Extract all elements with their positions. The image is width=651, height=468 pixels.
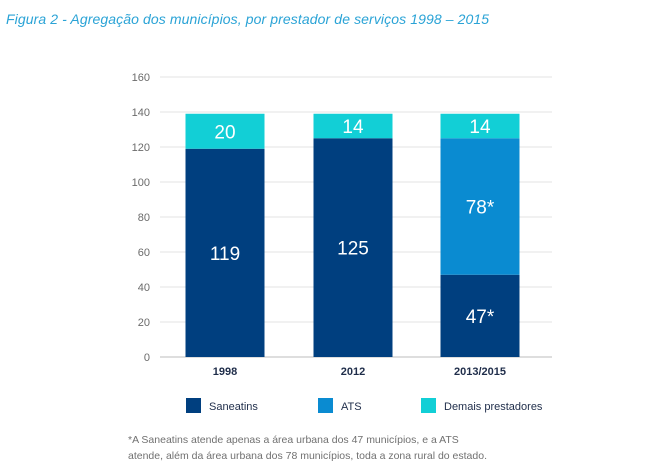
bar-segment xyxy=(313,138,393,357)
figure-title: Figura 2 - Agregação dos municípios, por… xyxy=(6,11,490,27)
stacked-bar-chart: 0 20 40 60 80 100 120 140 160 119 20 125 14 47* 78* 14… xyxy=(132,72,552,413)
x-tick-label: 2012 xyxy=(341,366,365,378)
legend-swatch xyxy=(421,398,436,413)
data-label: 20 xyxy=(214,122,235,143)
data-label: 14 xyxy=(342,117,364,138)
bar-segment xyxy=(440,274,520,357)
data-label: 119 xyxy=(210,244,240,265)
footnote-line-2: atende, além da área urbana dos 78 munic… xyxy=(128,450,487,462)
x-tick-label: 1998 xyxy=(213,366,237,378)
y-tick-label: 160 xyxy=(132,72,150,84)
bar-segment xyxy=(313,113,393,139)
bar-segment xyxy=(185,113,265,149)
bars: 119 20 125 14 47* 78* 14 xyxy=(185,113,520,357)
bar-segment xyxy=(440,113,520,139)
legend-label: Demais prestadores xyxy=(444,401,543,413)
legend-label: ATS xyxy=(341,401,362,413)
x-tick-label: 2013/2015 xyxy=(454,366,506,378)
bar-segment xyxy=(440,138,520,275)
bar-segment xyxy=(185,148,265,357)
y-tick-label: 60 xyxy=(138,247,150,259)
y-tick-label: 20 xyxy=(138,317,150,329)
y-axis: 0 20 40 60 80 100 120 140 160 xyxy=(132,72,150,364)
legend: Saneatins ATS Demais prestadores xyxy=(186,398,543,413)
y-tick-label: 140 xyxy=(132,107,150,119)
data-label: 47* xyxy=(466,307,495,328)
data-label: 78* xyxy=(466,198,495,219)
y-tick-label: 0 xyxy=(144,352,150,364)
y-tick-label: 80 xyxy=(138,212,150,224)
legend-swatch xyxy=(318,398,333,413)
y-tick-label: 40 xyxy=(138,282,150,294)
legend-label: Saneatins xyxy=(209,401,258,413)
legend-swatch xyxy=(186,398,201,413)
data-label: 14 xyxy=(469,117,491,138)
y-tick-label: 100 xyxy=(132,177,150,189)
x-axis: 1998 2012 2013/2015 xyxy=(213,366,506,378)
footnote-line-1: *A Saneatins atende apenas a área urbana… xyxy=(128,434,459,446)
y-tick-label: 120 xyxy=(132,142,150,154)
data-label: 125 xyxy=(337,239,369,260)
footnote: *A Saneatins atende apenas a área urbana… xyxy=(128,432,487,464)
